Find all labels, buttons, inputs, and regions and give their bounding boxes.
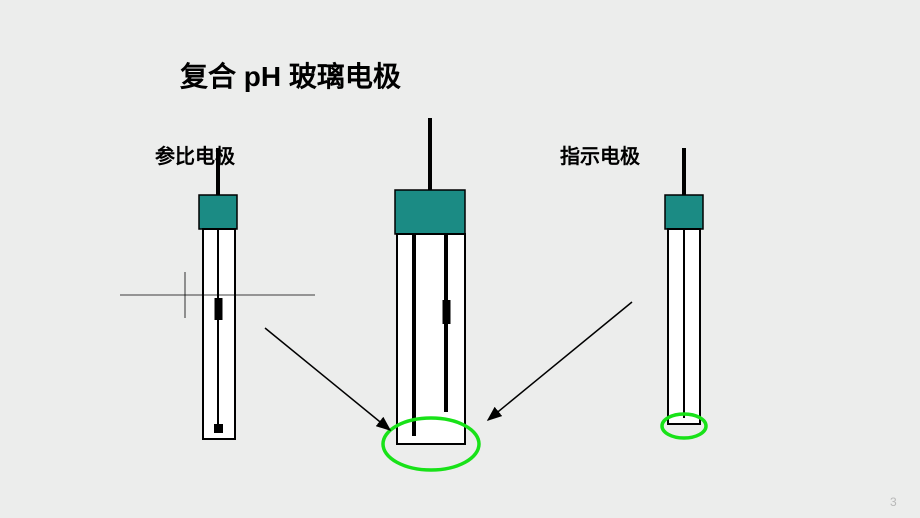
diagram-canvas xyxy=(0,0,920,518)
reference-electrode-cap xyxy=(199,195,237,229)
indicator-electrode-cap xyxy=(665,195,703,229)
reference-electrode-junction xyxy=(214,424,223,433)
arrow-2 xyxy=(488,302,632,420)
combined-electrode-cap xyxy=(395,190,465,234)
combined-electrode-tube xyxy=(397,234,465,444)
arrow-1 xyxy=(265,328,390,430)
reference-electrode-bead xyxy=(215,298,223,320)
combined-electrode-bead xyxy=(443,300,451,324)
